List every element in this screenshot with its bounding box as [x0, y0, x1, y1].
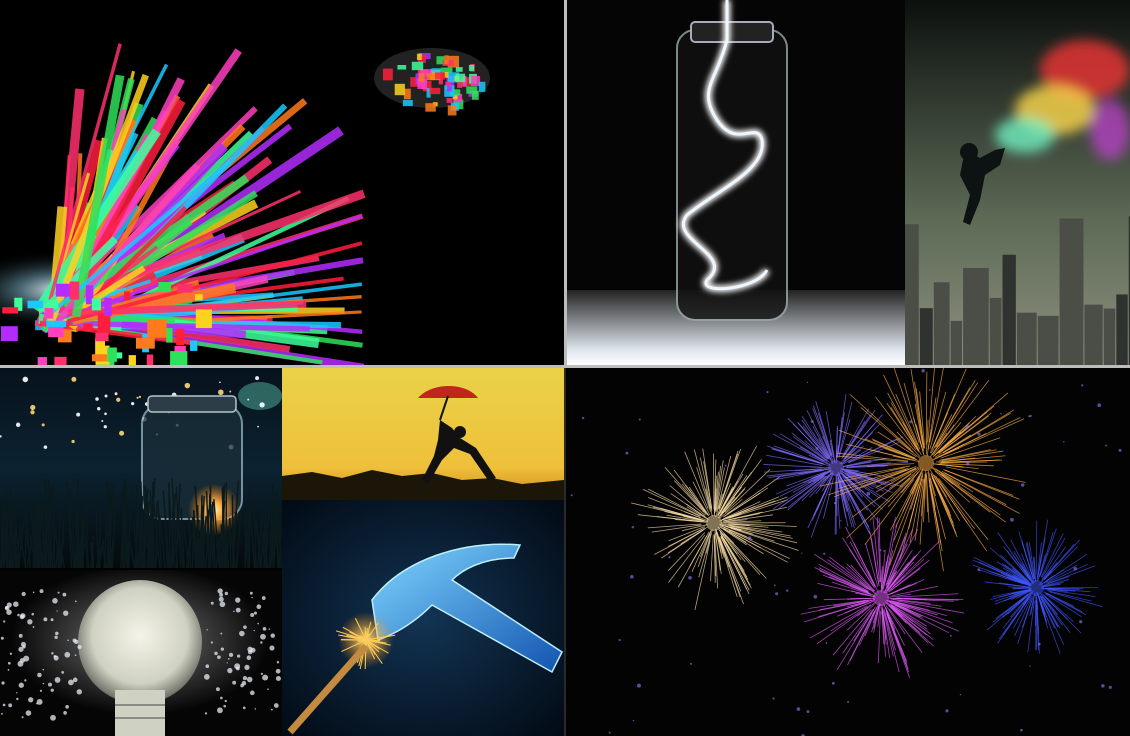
firefly-jar-image [0, 368, 282, 568]
smoke-jumper-city-image [905, 0, 1130, 365]
fireworks-image [566, 368, 1130, 736]
divider [0, 365, 1130, 368]
divider [564, 368, 566, 736]
divider [564, 0, 567, 365]
light-bulb-splash-image [0, 570, 282, 736]
light-jar-image [567, 0, 905, 365]
hammer-match-image [282, 500, 564, 736]
color-burst-image [0, 0, 565, 365]
umbrella-jump-sunset-image [282, 368, 564, 500]
